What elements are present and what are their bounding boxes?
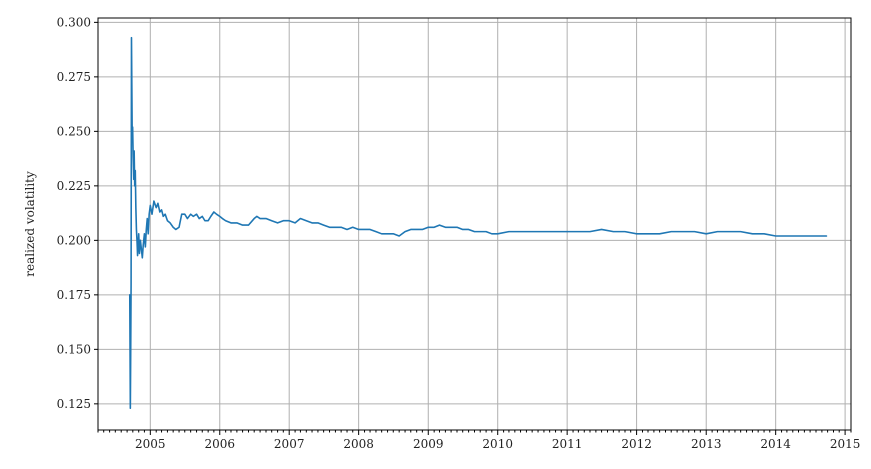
y-axis: 0.125 0.150 0.175 0.200 0.225 0.250 0.275 0.300	[57, 15, 98, 411]
x-axis: 2005 2006 2007 2008 2009 2010 2011 2012 2013 2014…	[97, 430, 861, 451]
series-line-0	[128, 36, 828, 410]
y-axis-label: realized volatility	[23, 171, 37, 277]
plot-frame	[97, 17, 852, 431]
y-tick-label: 0.125	[57, 397, 91, 411]
y-tick-label: 0.300	[57, 15, 91, 29]
grid	[98, 18, 851, 430]
y-tick-label: 0.250	[57, 124, 91, 138]
x-tick-label: 2013	[691, 437, 722, 451]
x-tick-label: 2011	[552, 437, 583, 451]
y-tick-label: 0.150	[57, 342, 91, 356]
y-tick-label: 0.175	[57, 288, 91, 302]
x-tick-label: 2009	[413, 437, 444, 451]
series-layer	[128, 36, 828, 410]
x-tick-label: 2012	[621, 437, 652, 451]
y-tick-label: 0.225	[57, 179, 91, 193]
x-tick-label: 2007	[274, 437, 305, 451]
x-tick-label: 2015	[830, 437, 861, 451]
x-tick-label: 2005	[135, 437, 166, 451]
x-tick-label: 2014	[760, 437, 791, 451]
y-tick-label: 0.200	[57, 233, 91, 247]
x-tick-label: 2008	[343, 437, 374, 451]
x-tick-label: 2006	[204, 437, 235, 451]
x-tick-label: 2010	[482, 437, 513, 451]
y-tick-label: 0.275	[57, 70, 91, 84]
